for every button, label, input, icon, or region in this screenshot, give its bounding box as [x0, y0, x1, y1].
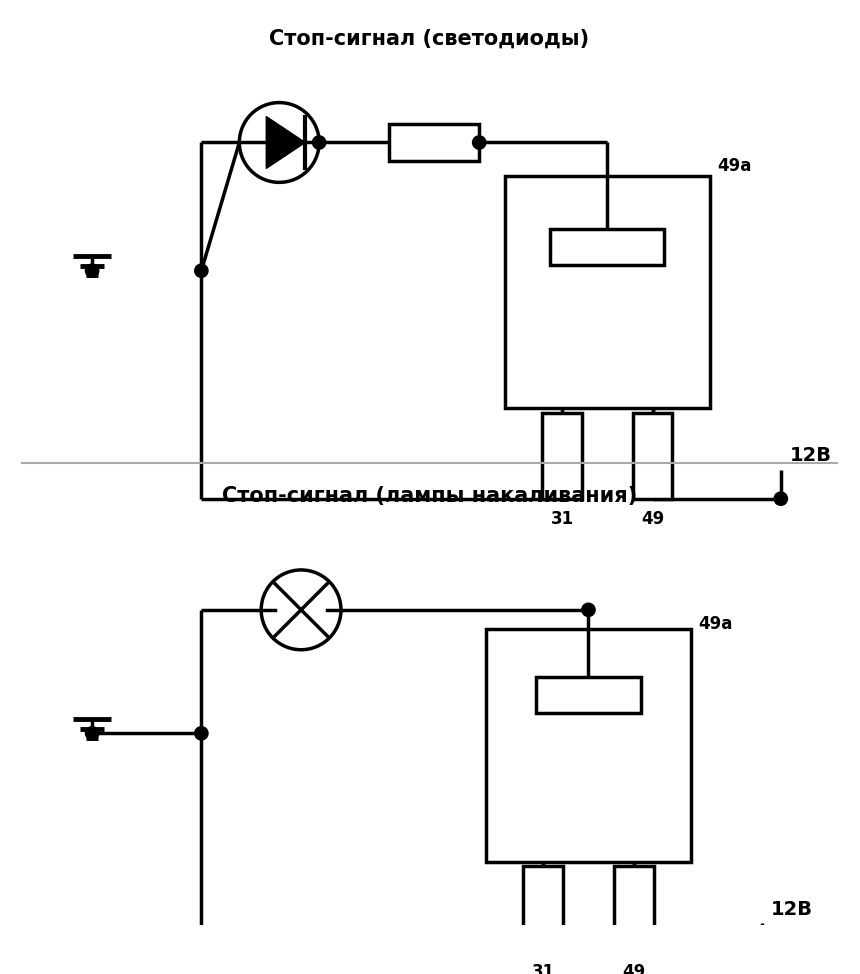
Bar	[633, 413, 673, 499]
Circle shape	[85, 264, 99, 278]
Circle shape	[312, 135, 326, 149]
Text: 49: 49	[641, 510, 664, 528]
Circle shape	[581, 603, 595, 617]
Text: 31: 31	[531, 963, 555, 974]
Bar	[389, 125, 479, 161]
Circle shape	[774, 492, 788, 506]
Bar	[536, 677, 641, 713]
Circle shape	[194, 727, 208, 740]
Text: 49а: 49а	[717, 157, 752, 174]
Bar	[486, 629, 691, 862]
Text: 49: 49	[622, 963, 645, 974]
Circle shape	[85, 727, 99, 740]
Text: Стоп-сигнал (лампы накаливания): Стоп-сигнал (лампы накаливания)	[222, 486, 637, 506]
Text: 12В: 12В	[771, 900, 814, 918]
Bar	[506, 175, 710, 408]
Circle shape	[194, 264, 208, 278]
Text: 49а: 49а	[698, 615, 733, 632]
Text: Стоп-сигнал (светодиоды): Стоп-сигнал (светодиоды)	[269, 28, 589, 49]
Circle shape	[261, 570, 341, 650]
Bar	[550, 229, 665, 265]
Text: 31: 31	[550, 510, 574, 528]
Circle shape	[755, 945, 769, 958]
Circle shape	[472, 135, 486, 149]
Bar	[613, 866, 654, 952]
Bar	[524, 866, 563, 952]
Text: 12В: 12В	[790, 446, 832, 466]
Polygon shape	[267, 117, 305, 169]
Bar	[543, 413, 582, 499]
Circle shape	[239, 102, 319, 182]
